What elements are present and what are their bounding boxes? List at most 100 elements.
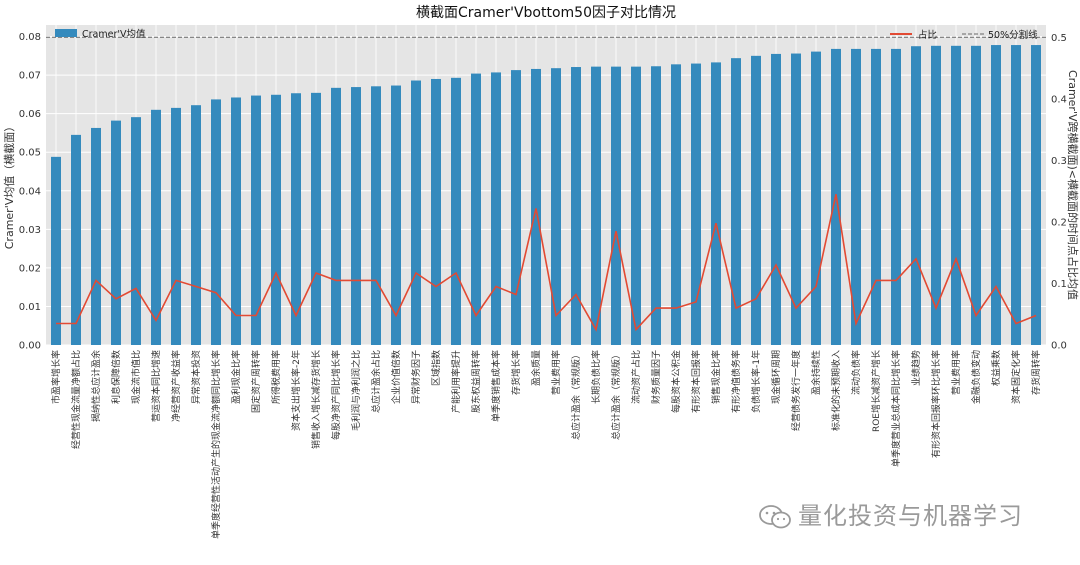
bar [171, 107, 181, 345]
x-tick-label: 销售现金比率 [710, 350, 722, 404]
axis-layer: 0.00 0.01 0.02 0.03 0.04 0.05 0.06 0.07 0.08 0.0 0… [19, 32, 1067, 351]
bar [711, 62, 721, 346]
bar [651, 66, 661, 345]
watermark: 量化投资与机器学习 [758, 496, 1023, 531]
x-tick-label: 标准化的未预期收入 [830, 350, 842, 431]
x-tick-label: 股东权益周转率 [470, 350, 482, 413]
x-tick-label: 产能利用率提升 [450, 350, 462, 413]
bar [51, 156, 61, 345]
x-tick-label: 利息保障倍数 [110, 350, 122, 404]
x-tick-label: 销售收入增长减存货增长 [310, 350, 322, 449]
y-axis-left-title: Cramer'V均值（横截面） [2, 121, 16, 250]
bar [631, 66, 641, 346]
watermark-text: 量化投资与机器学习 [798, 502, 1023, 530]
bar [591, 66, 601, 346]
x-tick-label: 总应计盈余（常规版） [610, 350, 622, 440]
x-tick-label: 总应计盈余（常规版） [570, 350, 582, 440]
x-tick-label: 揭纳性总应计盈余 [90, 350, 102, 422]
bar [1011, 45, 1021, 346]
x-tick-label: 有形净值债务率 [730, 350, 742, 413]
y-tick-right: 0.2 [1051, 217, 1067, 228]
bar [811, 51, 821, 345]
ratio-line [56, 194, 1037, 332]
bar-layer [51, 45, 1041, 346]
x-tick-label: 存货周转率 [1030, 350, 1042, 395]
x-tick-label: 现金循环周期 [770, 350, 782, 404]
bar [191, 105, 201, 345]
bar [731, 58, 741, 346]
y-tick-left: 0.07 [19, 71, 41, 82]
y-tick-right: 0.0 [1051, 341, 1067, 352]
x-tick-label: 资本支出增长率-2年 [290, 350, 302, 431]
bar [891, 48, 901, 345]
legend-line-label: 占比 [918, 29, 937, 41]
x-tick-label: 长期负债比率 [590, 350, 602, 404]
bar [791, 53, 801, 345]
bar [231, 97, 241, 345]
x-tick-label: 每股资本公积金 [670, 350, 682, 413]
bar [131, 117, 141, 345]
bar [271, 94, 281, 345]
y-tick-left: 0.04 [19, 186, 41, 197]
x-tick-label: 净经营资产收益率 [170, 350, 182, 422]
category-labels: 市盈率增长率 经营性现金流量净额占比 揭纳性总应计盈余 利息保障倍数 现金流市值比 营运资… [50, 350, 1042, 539]
y-tick-left: 0.06 [19, 109, 41, 120]
bar [331, 87, 341, 345]
x-tick-label: 权益乘数 [990, 350, 1002, 386]
x-tick-label: 有形资本回报率 [690, 350, 702, 413]
y-tick-left: 0.08 [19, 32, 41, 43]
bar [551, 68, 561, 345]
bar [951, 45, 961, 346]
chart-title: 横截面Cramer'Vbottom50因子对比情况 [416, 5, 676, 21]
bar [211, 99, 221, 345]
bar [531, 68, 541, 345]
x-tick-label: 企业价值倍数 [390, 350, 402, 404]
bar [411, 80, 421, 346]
bar [671, 64, 681, 345]
x-tick-label: 经营债务发行一年度 [790, 350, 802, 431]
y-tick-left: 0.00 [19, 341, 41, 352]
legend-right: 占比 50%分割线 [890, 29, 1038, 41]
bar [691, 63, 701, 345]
x-tick-label: 营业费用率 [950, 350, 962, 395]
bar [971, 45, 981, 346]
bar [111, 120, 121, 345]
x-tick-label: 营业费用率 [550, 350, 562, 395]
y-tick-left: 0.05 [19, 148, 41, 159]
bar [251, 95, 261, 345]
x-tick-label: 单季度经营性活动产生的现金流净额同比增长率 [210, 350, 222, 539]
x-tick-label: 所得税费用率 [270, 350, 282, 404]
x-tick-label: 市盈率增长率 [50, 350, 62, 404]
bar [911, 46, 921, 345]
x-tick-label: 资本固定化率 [1010, 350, 1022, 404]
x-tick-label: 异常财务因子 [410, 350, 422, 404]
bar [371, 86, 381, 345]
x-tick-label: 负债增长率-1年 [750, 350, 762, 413]
bar [571, 67, 581, 345]
x-tick-label: 每股净资产同比增长率 [330, 350, 342, 440]
x-tick-label: 金融负债变动 [970, 350, 982, 404]
x-tick-label: 单季度营业总成本同比增长率 [890, 350, 902, 467]
x-tick-label: 固定资产周转率 [250, 350, 262, 413]
legend-left: Cramer'V均值 [55, 28, 146, 40]
bar [771, 53, 781, 346]
bar [351, 87, 361, 345]
bar [71, 134, 81, 345]
x-tick-label: 业绩趋势 [910, 350, 922, 386]
bar [931, 45, 941, 346]
bar [311, 92, 321, 345]
x-tick-label: 流动负债率 [850, 350, 862, 395]
y-axis-right-title: Cramer'V跨横截面)<横截面的时间点占比均值 [1066, 70, 1080, 300]
legend-ref-label: 50%分割线 [988, 29, 1038, 41]
x-tick-label: 财务质量因子 [650, 350, 662, 404]
line-layer [56, 194, 1037, 332]
bar [751, 55, 761, 345]
legend-bar-label: Cramer'V均值 [82, 28, 146, 40]
bar [291, 93, 301, 345]
x-tick-label: 存货增长率 [510, 350, 522, 395]
x-tick-label: 盈余质量 [530, 350, 542, 386]
bar [611, 66, 621, 346]
x-tick-label: 经营性现金流量净额占比 [70, 350, 82, 449]
wechat-icon [759, 505, 791, 529]
